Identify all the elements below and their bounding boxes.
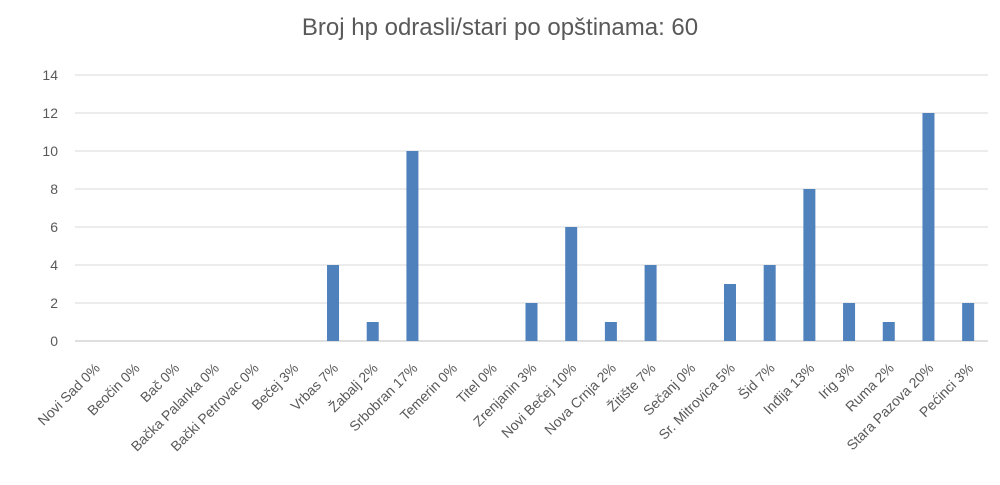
y-tick-label: 10: [42, 143, 58, 159]
bar: [803, 189, 816, 341]
y-tick-label: 4: [50, 257, 58, 273]
bar: [525, 303, 538, 341]
bar: [366, 322, 379, 341]
bar: [565, 227, 578, 341]
gridlines: [75, 74, 988, 342]
bar: [406, 151, 419, 341]
y-tick-label: 14: [42, 67, 58, 83]
bar: [763, 265, 776, 341]
x-tick-label: Novi Sad 0%: [34, 360, 103, 429]
chart-title: Broj hp odrasli/stari po opštinama: 60: [301, 14, 699, 41]
y-axis-ticks: 0 2 4 6 8 10 12 14: [42, 67, 58, 349]
bar: [604, 322, 617, 341]
y-tick-label: 12: [42, 105, 58, 121]
bar: [922, 113, 935, 341]
bar: [327, 265, 340, 341]
y-tick-label: 2: [50, 295, 58, 311]
bar: [962, 303, 975, 341]
y-tick-label: 8: [50, 181, 58, 197]
y-tick-label: 6: [50, 219, 58, 235]
bar: [882, 322, 895, 341]
x-axis-ticks: Novi Sad 0%Beočin 0%Bač 0%Bačka Palanka …: [34, 360, 976, 454]
bar: [723, 284, 736, 341]
bar: [843, 303, 856, 341]
bars: [327, 113, 975, 341]
bar: [644, 265, 657, 341]
y-tick-label: 0: [50, 333, 58, 349]
